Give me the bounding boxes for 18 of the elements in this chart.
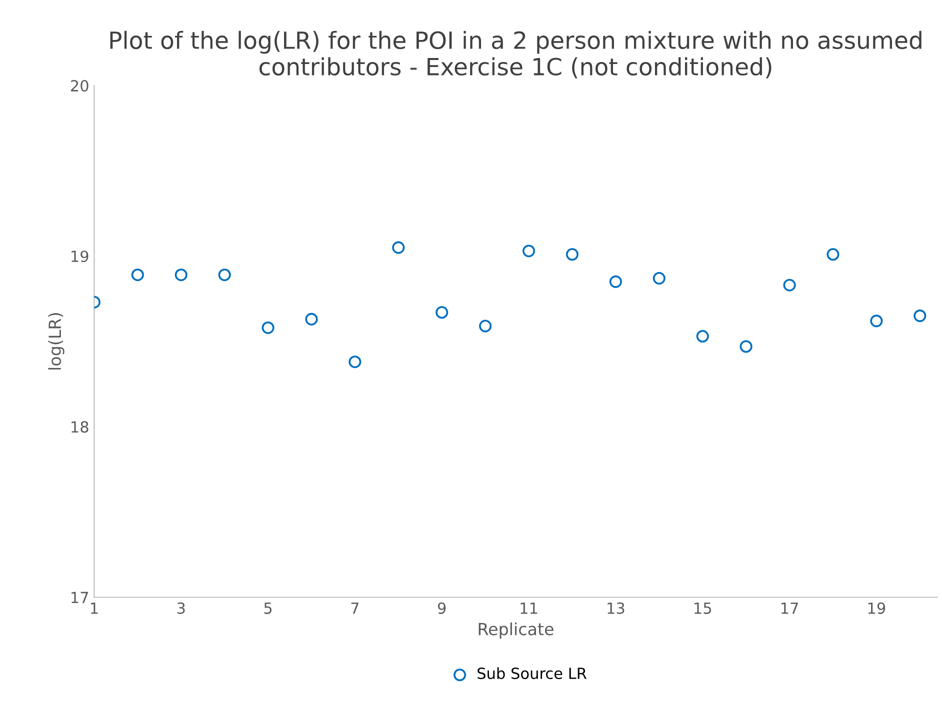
x-tick-label: 17: [781, 602, 798, 614]
y-tick-label: 18: [72, 421, 88, 433]
y-tick-label: 20: [71, 80, 88, 92]
y-tick-label: 17: [72, 592, 88, 604]
x-tick-label: 9: [438, 602, 446, 614]
x-axis-title: Replicate: [478, 622, 554, 639]
x-tick-label: 11: [520, 602, 538, 614]
legend-label: Sub Source LR: [478, 667, 587, 680]
y-tick-label: 19: [72, 250, 88, 262]
x-tick-label: 15: [694, 602, 711, 614]
x-tick-label: 7: [351, 602, 359, 614]
x-tick-label: 13: [608, 602, 624, 614]
x-tick-label: 19: [868, 602, 886, 614]
x-tick-label: 5: [264, 602, 272, 614]
y-axis-title: log(LR): [48, 313, 64, 370]
x-tick-label: 3: [177, 602, 185, 614]
chart-title: Plot of the log(LR) for the POI in a 2 person mixture with no assumed contributors - Exercise 1C (not conditioned): [110, 30, 922, 78]
x-tick-label: 1: [91, 602, 98, 614]
